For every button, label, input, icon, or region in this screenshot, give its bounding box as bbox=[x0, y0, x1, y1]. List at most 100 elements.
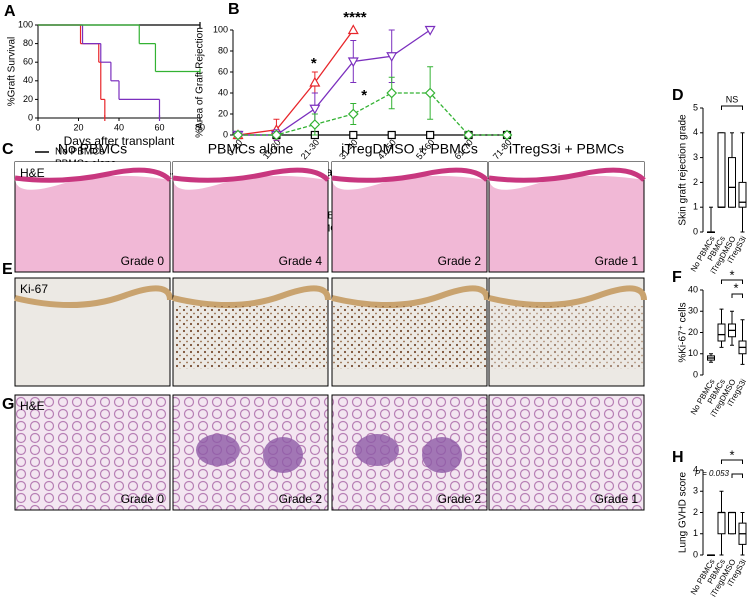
panel-label: A bbox=[4, 3, 16, 20]
infiltrate bbox=[196, 434, 240, 466]
marker bbox=[232, 129, 244, 141]
y-tick-label: 4 bbox=[693, 127, 698, 137]
grade-label: Grade 2 bbox=[279, 492, 323, 506]
marker bbox=[426, 130, 435, 140]
marker bbox=[349, 130, 358, 140]
y-tick-label: 0 bbox=[693, 369, 698, 379]
y-tick-label: 60 bbox=[218, 66, 228, 76]
x-tick-label: 60 bbox=[154, 122, 164, 132]
box bbox=[717, 323, 726, 342]
panel-label: E bbox=[2, 261, 13, 278]
marker bbox=[309, 104, 321, 115]
epidermis bbox=[14, 167, 172, 183]
y-tick-label: 60 bbox=[23, 57, 33, 67]
tissue-image bbox=[14, 277, 171, 387]
column-header: PBMCs alone bbox=[208, 141, 294, 157]
x-axis-title: Days after transplant bbox=[64, 134, 175, 148]
annotation: P = 0.053 bbox=[695, 469, 730, 478]
infiltrate bbox=[263, 437, 303, 473]
stain-label: H&E bbox=[20, 399, 45, 413]
y-tick-label: 10 bbox=[688, 348, 698, 358]
grade-label: Grade 2 bbox=[438, 254, 482, 268]
ki67-stain bbox=[490, 306, 643, 369]
marker bbox=[309, 76, 321, 87]
y-tick-label: 40 bbox=[688, 284, 698, 294]
y-axis-title: %Ki-67⁺ cells bbox=[678, 302, 689, 362]
panel-label: H bbox=[672, 449, 684, 466]
tissue-image bbox=[488, 394, 645, 511]
annotation: NS bbox=[726, 94, 739, 104]
sig-bracket bbox=[721, 459, 743, 464]
y-axis-title: Skin graft rejection grade bbox=[678, 114, 689, 226]
grade-label: Grade 2 bbox=[438, 492, 482, 506]
y-tick-label: 40 bbox=[218, 87, 228, 97]
infiltrate bbox=[355, 434, 399, 466]
y-tick-label: 3 bbox=[693, 486, 698, 496]
epidermis bbox=[14, 285, 173, 309]
panel-label: B bbox=[228, 1, 240, 18]
marker bbox=[387, 130, 396, 140]
panel-label: D bbox=[672, 87, 684, 104]
y-axis-title: %Area of Graft Rejection bbox=[195, 27, 206, 138]
box bbox=[717, 512, 726, 535]
y-tick-label: 100 bbox=[18, 19, 33, 29]
marker bbox=[347, 108, 359, 120]
y-tick-label: 40 bbox=[23, 75, 33, 85]
stain-label: Ki-67 bbox=[20, 282, 48, 296]
column-header: No PBMCs bbox=[58, 141, 127, 157]
x-tick-label: 21-30 bbox=[299, 137, 321, 161]
annotation: **** bbox=[343, 9, 367, 26]
x-tick-label: 80 bbox=[195, 122, 205, 132]
column-header: iTregDMSO + PBMCs bbox=[341, 141, 478, 157]
y-tick-label: 80 bbox=[23, 38, 33, 48]
y-tick-label: 20 bbox=[218, 108, 228, 118]
infiltrate bbox=[422, 437, 462, 473]
annotation: * bbox=[733, 280, 738, 295]
y-axis-title: %Graft Survival bbox=[7, 37, 18, 106]
y-tick-label: 100 bbox=[213, 24, 228, 34]
sig-bracket bbox=[721, 105, 743, 110]
y-tick-label: 2 bbox=[693, 177, 698, 187]
x-tick-label: 0 bbox=[35, 122, 40, 132]
y-tick-label: 30 bbox=[688, 306, 698, 316]
y-tick-label: 4 bbox=[693, 464, 698, 474]
y-tick-label: 20 bbox=[23, 94, 33, 104]
y-tick-label: 2 bbox=[693, 507, 698, 517]
marker bbox=[309, 119, 321, 130]
panel-label: G bbox=[2, 396, 14, 413]
sig-bracket bbox=[731, 473, 743, 478]
epidermis bbox=[172, 167, 330, 183]
marker bbox=[463, 129, 474, 141]
legend-label: No PBMCs bbox=[55, 147, 104, 158]
tissue-image bbox=[14, 394, 171, 511]
y-tick-label: 1 bbox=[693, 202, 698, 212]
epidermis bbox=[488, 285, 647, 309]
grade-label: Grade 0 bbox=[121, 254, 165, 268]
ki67-stain bbox=[333, 306, 486, 369]
sig-bracket bbox=[731, 293, 743, 298]
grade-label: Grade 0 bbox=[121, 492, 165, 506]
box bbox=[738, 181, 747, 208]
sig-bracket bbox=[721, 279, 743, 284]
box bbox=[728, 157, 736, 208]
marker bbox=[386, 87, 398, 99]
x-tick-label: 40 bbox=[114, 122, 124, 132]
box bbox=[728, 512, 736, 535]
epidermis bbox=[331, 285, 490, 309]
panel-label: C bbox=[2, 141, 14, 158]
marker bbox=[501, 129, 513, 141]
grade-label: Grade 1 bbox=[595, 254, 639, 268]
y-tick-label: 0 bbox=[693, 549, 698, 559]
marker bbox=[347, 24, 359, 35]
grade-label: Grade 1 bbox=[595, 492, 639, 506]
grade-label: Grade 4 bbox=[279, 254, 323, 268]
y-tick-label: 0 bbox=[693, 226, 698, 236]
marker bbox=[386, 52, 398, 62]
epidermis bbox=[331, 167, 489, 183]
epidermis bbox=[172, 285, 331, 309]
y-tick-label: 0 bbox=[28, 112, 33, 122]
annotation: * bbox=[311, 55, 317, 72]
column-header: iTregS3i + PBMCs bbox=[509, 141, 624, 157]
y-tick-label: 0 bbox=[223, 129, 228, 139]
